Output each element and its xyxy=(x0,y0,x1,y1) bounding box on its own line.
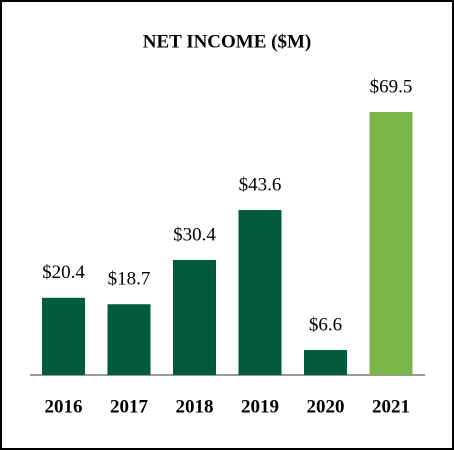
value-label: $20.4 xyxy=(42,262,85,283)
x-tick-label: 2019 xyxy=(241,396,279,417)
x-tick-label: 2016 xyxy=(45,396,83,417)
value-label: $30.4 xyxy=(173,224,216,245)
x-tick-label: 2017 xyxy=(110,396,149,417)
bar xyxy=(173,259,216,375)
value-label: $6.6 xyxy=(309,314,342,335)
bar xyxy=(238,210,282,375)
bar xyxy=(304,350,347,375)
bar xyxy=(369,112,413,375)
x-tick-label: 2021 xyxy=(372,396,410,417)
x-tick-label: 2020 xyxy=(307,396,345,417)
bar xyxy=(42,297,85,375)
bar xyxy=(107,304,151,375)
x-tick-label: 2018 xyxy=(176,396,214,417)
value-label: $18.7 xyxy=(108,269,151,290)
value-label: $69.5 xyxy=(370,76,413,97)
chart-title: NET INCOME ($M) xyxy=(143,31,312,52)
value-label: $43.6 xyxy=(239,174,282,195)
